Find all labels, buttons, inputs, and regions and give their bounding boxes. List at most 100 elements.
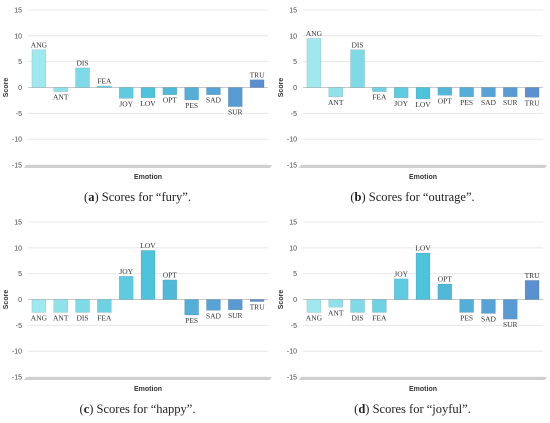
x-axis-label: Emotion: [409, 386, 437, 393]
category-label: ANG: [31, 313, 48, 322]
category-label: LOV: [415, 244, 431, 253]
y-axis-label: Score: [3, 290, 10, 310]
category-label: ANG: [31, 40, 48, 49]
bar: [184, 87, 199, 101]
bar: [118, 87, 134, 99]
category-label: PES: [460, 98, 473, 107]
chart-caption: (d) Scores for “joyful”.: [354, 402, 471, 416]
category-label: TRU: [525, 271, 541, 280]
category-label: SUR: [503, 320, 518, 329]
y-tick-label: -5: [291, 323, 297, 330]
y-tick-label: 10: [14, 33, 22, 40]
caption-text: Scores for “happy”.: [96, 402, 196, 416]
category-label: FEA: [372, 313, 387, 322]
category-label: LOV: [140, 241, 156, 250]
bar: [350, 49, 365, 88]
category-label: JOY: [119, 267, 133, 276]
bar: [481, 299, 496, 314]
category-label: DIS: [351, 40, 363, 49]
category-label: FEA: [97, 76, 112, 85]
y-tick-label: 0: [18, 297, 22, 304]
category-label: PES: [185, 101, 198, 110]
bar: [503, 87, 518, 98]
bar: [328, 299, 343, 308]
caption-label: b: [354, 190, 362, 204]
bar: [524, 280, 540, 300]
y-axis-label: Score: [278, 78, 285, 98]
bar: [481, 87, 496, 98]
bar: [75, 299, 90, 313]
chart-panel-a: 15 10 5 0 -5 -10 -15 ANG ANT DIS FEA JOY LOV OPT PES SA…: [0, 0, 275, 211]
category-label: DIS: [76, 313, 88, 322]
bar: [437, 283, 453, 300]
caption-text: Scores for “fury”.: [101, 190, 191, 204]
bar: [31, 299, 47, 313]
bar: [249, 299, 265, 302]
bar: [306, 299, 322, 313]
bar: [162, 279, 178, 300]
chart-caption: (b) Scores for “outrage”.: [350, 190, 475, 204]
category-label: DIS: [76, 58, 88, 67]
category-label: PES: [185, 316, 198, 325]
chart-floor: [24, 377, 272, 380]
bar: [415, 87, 431, 100]
category-label: ANT: [328, 98, 344, 107]
x-axis-label: Emotion: [409, 174, 437, 181]
bar: [140, 87, 156, 99]
category-label: ANT: [53, 93, 69, 102]
bar: [459, 87, 474, 98]
bar: [306, 38, 322, 88]
y-tick-label: -5: [291, 111, 297, 118]
y-tick-label: -5: [16, 111, 22, 118]
y-tick-label: 10: [289, 245, 297, 252]
y-tick-label: -15: [12, 375, 22, 382]
y-axis-label: Score: [278, 290, 285, 310]
bar: [393, 87, 409, 99]
chart-svg: 15 10 5 0 -5 -10 -15 ANG ANT DIS FEA JOY LOV OPT PES SA…: [278, 220, 547, 393]
caption-text: Scores for “outrage”.: [368, 190, 475, 204]
y-tick-label: 15: [289, 8, 297, 15]
y-tick-label: 15: [289, 220, 297, 227]
y-tick-label: -15: [12, 163, 22, 170]
bar: [53, 87, 68, 92]
y-tick-label: 5: [293, 271, 297, 278]
category-label: OPT: [438, 275, 453, 284]
chart-panel-d: 15 10 5 0 -5 -10 -15 ANG ANT DIS FEA JOY LOV OPT PES SA…: [275, 212, 550, 423]
y-tick-label: -10: [287, 349, 297, 356]
bar: [415, 252, 431, 300]
bar: [228, 299, 243, 311]
bar: [459, 299, 474, 313]
category-label: FEA: [97, 313, 112, 322]
category-label: SUR: [228, 311, 243, 320]
category-label: SUR: [228, 108, 243, 117]
bar: [350, 299, 365, 313]
bar: [162, 87, 178, 95]
bar: [393, 278, 409, 300]
bar: [31, 49, 47, 88]
bar: [53, 299, 68, 313]
y-tick-label: 5: [293, 59, 297, 66]
bar: [206, 87, 221, 95]
chart-floor: [299, 165, 547, 168]
y-tick-label: 10: [289, 33, 297, 40]
category-label: SAD: [206, 96, 222, 105]
y-tick-label: -10: [12, 137, 22, 144]
chart-floor: [299, 377, 547, 380]
chart-panel-c: 15 10 5 0 -5 -10 -15 ANG ANT DIS FEA JOY LOV OPT PES SA…: [0, 212, 275, 423]
category-label: OPT: [163, 270, 178, 279]
chart-caption: (c) Scores for “happy”.: [79, 402, 196, 416]
y-tick-label: 0: [293, 85, 297, 92]
category-label: TRU: [250, 303, 266, 312]
category-label: OPT: [163, 96, 178, 105]
chart-svg: 15 10 5 0 -5 -10 -15 ANG ANT DIS FEA JOY LOV OPT PES SA…: [3, 8, 272, 181]
category-label: PES: [460, 313, 473, 322]
y-axis-label: Score: [3, 78, 10, 98]
category-label: ANG: [306, 29, 323, 38]
y-tick-label: -15: [287, 375, 297, 382]
category-label: OPT: [438, 96, 453, 105]
caption-text: Scores for “joyful”.: [372, 402, 471, 416]
category-label: JOY: [119, 99, 133, 108]
bar: [184, 299, 199, 316]
y-tick-label: 5: [18, 271, 22, 278]
bar: [228, 87, 243, 107]
